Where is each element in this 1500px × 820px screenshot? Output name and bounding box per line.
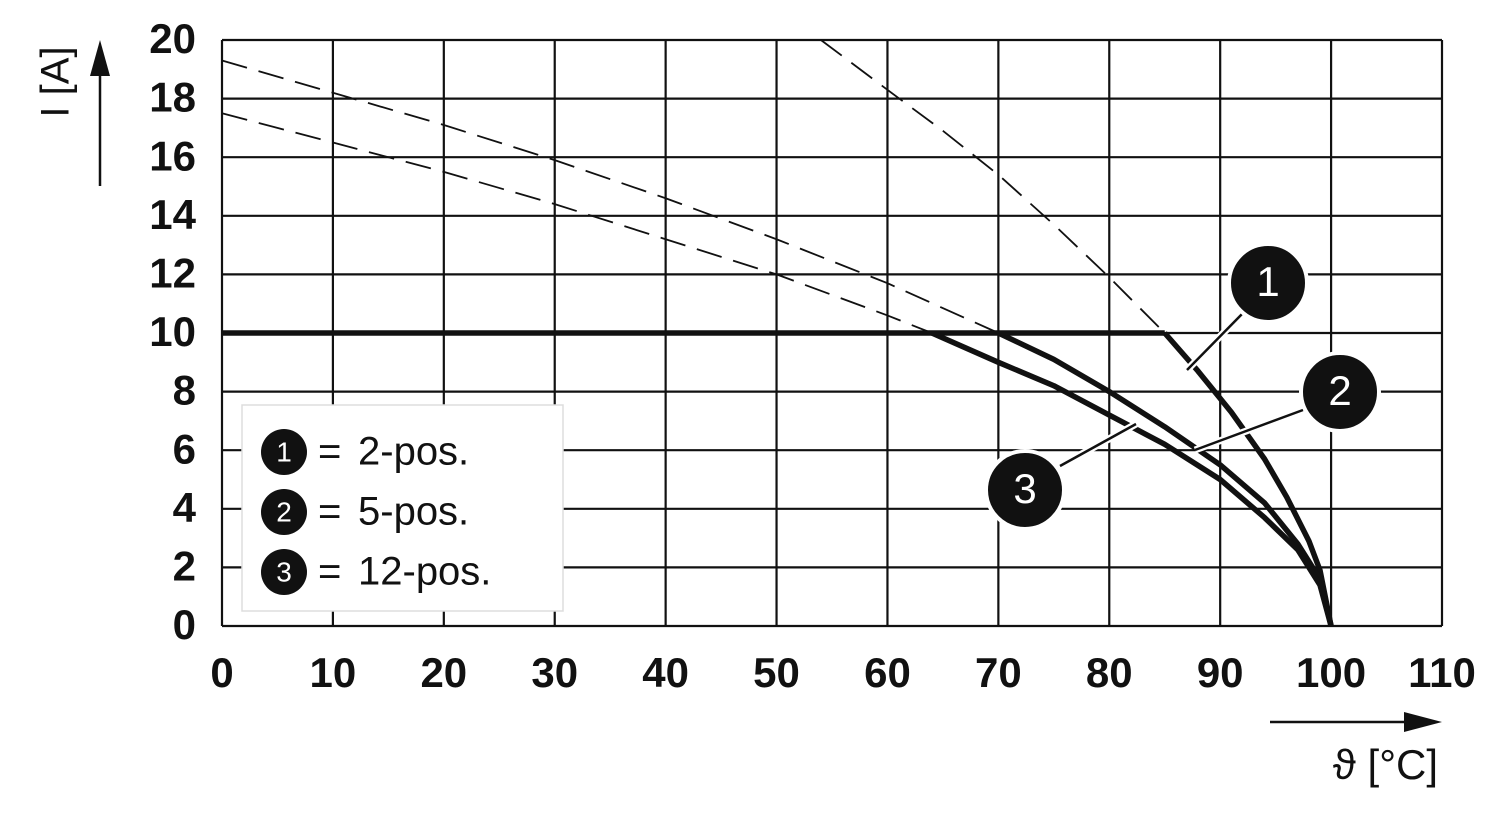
y-axis-label: I [A] bbox=[34, 46, 78, 117]
y-tick-label: 16 bbox=[149, 132, 196, 179]
legend-number: 1 bbox=[276, 436, 292, 467]
callout-number: 2 bbox=[1328, 367, 1351, 414]
series-line bbox=[930, 330, 1334, 627]
series-line bbox=[1162, 331, 1334, 627]
y-tick-label: 0 bbox=[173, 601, 196, 648]
series-line bbox=[997, 330, 1334, 627]
callout-leader bbox=[1059, 422, 1137, 468]
callout-leader bbox=[1186, 312, 1244, 371]
y-tick-label: 18 bbox=[149, 74, 196, 121]
legend-separator: = bbox=[318, 490, 341, 534]
curves bbox=[221, 39, 1334, 627]
callout-badge bbox=[984, 449, 1066, 531]
callout-badge bbox=[1227, 242, 1309, 324]
x-tick-label: 0 bbox=[210, 649, 233, 696]
legend-badge bbox=[261, 489, 307, 535]
legend-number: 2 bbox=[276, 496, 292, 527]
series-line-theoretical bbox=[820, 39, 1166, 334]
callout-number: 3 bbox=[1013, 465, 1036, 512]
x-tick-label: 100 bbox=[1296, 649, 1366, 696]
legend-separator: = bbox=[318, 430, 341, 474]
y-tick-label: 14 bbox=[149, 191, 196, 238]
y-tick-label: 10 bbox=[149, 308, 196, 355]
legend-badge bbox=[261, 549, 307, 595]
callouts: 1 2 3 bbox=[984, 242, 1381, 531]
legend-label: 5-pos. bbox=[358, 490, 469, 534]
y-tick-label: 2 bbox=[173, 542, 196, 589]
y-tick-label: 4 bbox=[173, 484, 197, 531]
x-axis-label: ϑ [°C] bbox=[1333, 741, 1438, 788]
series-line-theoretical bbox=[221, 59, 999, 334]
legend-label: 2-pos. bbox=[358, 430, 469, 474]
y-tick-label: 6 bbox=[173, 425, 196, 472]
x-tick-label: 70 bbox=[975, 649, 1022, 696]
y-axis-arrowhead bbox=[90, 40, 110, 76]
y-tick-label: 8 bbox=[173, 367, 196, 414]
callout-number: 1 bbox=[1256, 258, 1279, 305]
x-axis-arrowhead bbox=[1404, 712, 1442, 732]
x-tick-label: 50 bbox=[753, 649, 800, 696]
legend-label: 12-pos. bbox=[358, 550, 491, 594]
x-tick-label: 20 bbox=[420, 649, 467, 696]
y-tick-label: 20 bbox=[149, 15, 196, 62]
x-tick-label: 30 bbox=[531, 649, 578, 696]
x-tick-label: 40 bbox=[642, 649, 689, 696]
callout-leader bbox=[1194, 408, 1304, 452]
legend-separator: = bbox=[318, 550, 341, 594]
y-tick-label: 12 bbox=[149, 249, 196, 296]
legend: 1 = 2-pos. 2 = 5-pos. 3 = 12-pos. bbox=[241, 404, 564, 612]
x-tick-label: 110 bbox=[1408, 649, 1476, 696]
legend-badge bbox=[261, 429, 307, 475]
callout-badge bbox=[1299, 351, 1381, 433]
x-tick-label: 90 bbox=[1197, 649, 1244, 696]
x-tick-label: 80 bbox=[1086, 649, 1133, 696]
x-tick-label: 60 bbox=[864, 649, 911, 696]
legend-number: 3 bbox=[276, 556, 292, 587]
x-tick-label: 10 bbox=[310, 649, 357, 696]
series-line-theoretical bbox=[221, 112, 933, 334]
